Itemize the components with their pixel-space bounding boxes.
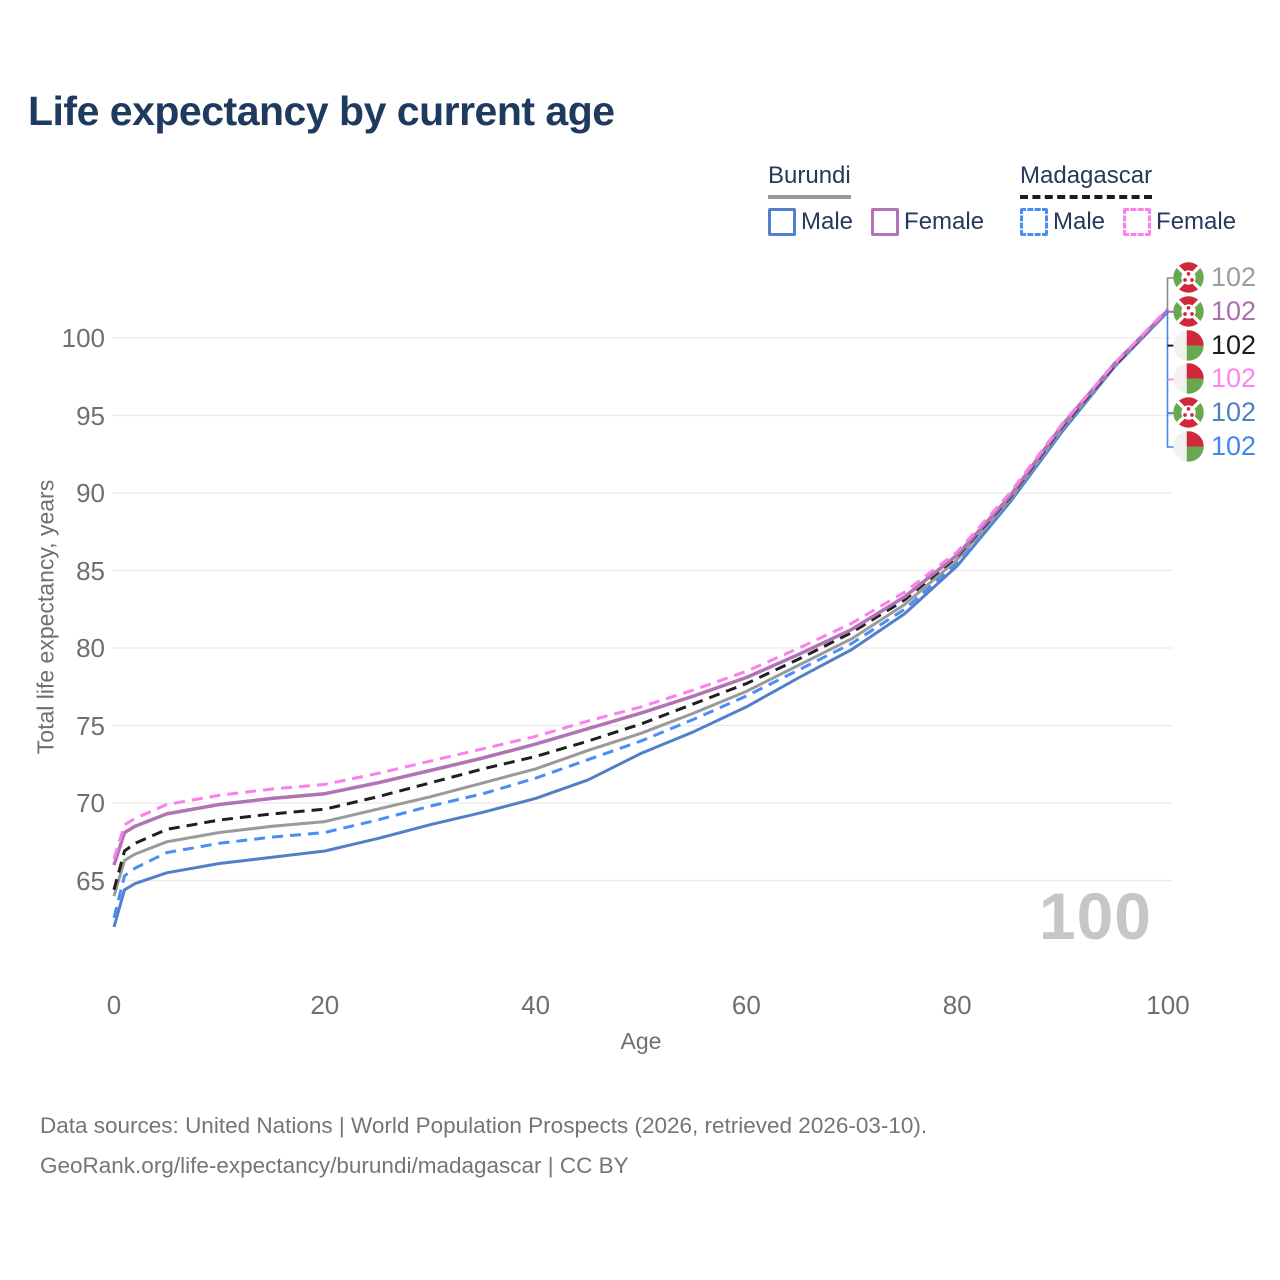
age-watermark: 100 [1038,879,1152,953]
y-tick-80: 80 [76,633,105,663]
series-line-burundi-female[interactable] [112,308,1170,866]
footer-sources: Data sources: United Nations | World Pop… [40,1113,928,1138]
x-tick-100: 100 [1146,990,1190,1020]
series-line-madagascar-male[interactable] [112,310,1170,919]
legend-swatch-solid-female [871,208,900,236]
series-line-burundi-male[interactable] [112,310,1170,928]
end-label-value: 102 [1211,397,1257,428]
legend-group-madagascar: Madagascar Male Female [1020,162,1236,236]
legend-swatch-dashed-male [1020,208,1048,236]
series-line-madagascar-female[interactable] [112,307,1170,860]
x-axis-title: Age [620,1028,662,1054]
legend-label: Male [1053,208,1106,235]
madagascar-flag-icon [1173,363,1204,395]
legend-item-burundi-female[interactable]: Female [871,208,984,236]
end-label-value: 102 [1211,295,1257,326]
end-label-burundi-1: 102 [1173,296,1256,327]
legend-item-burundi-male[interactable]: Male [768,208,853,236]
footer-attribution: GeoRank.org/life-expectancy/burundi/mada… [40,1153,629,1178]
end-label-madagascar-2: 102 [1173,330,1256,361]
end-label-burundi-4: 102 [1173,397,1256,428]
end-label-value: 102 [1211,363,1257,394]
y-axis-title: Total life expectancy, years [32,479,59,755]
footer: Data sources: United Nations | World Pop… [40,1106,927,1186]
y-tick-70: 70 [76,788,105,818]
y-tick-95: 95 [76,400,105,431]
series-line-burundi-both[interactable] [112,309,1170,897]
y-tick-90: 90 [76,478,105,508]
end-label-value: 102 [1211,431,1257,461]
legend-swatch-dashed-female [1123,208,1152,236]
legend-label: Male [801,208,854,235]
end-label-leader [1166,310,1176,448]
madagascar-flag-icon [1173,431,1204,462]
legend-label: Female [904,208,985,235]
burundi-flag-icon [1173,397,1204,428]
x-tick-40: 40 [521,990,551,1020]
legend-country-burundi[interactable]: Burundi [768,162,851,199]
end-label-leader [1166,277,1176,311]
y-tick-65: 65 [76,865,105,896]
legend-label: Female [1156,208,1237,235]
end-label-value: 102 [1211,329,1257,360]
legend-group-burundi: Burundi Male Female [768,162,984,236]
madagascar-flag-icon [1173,329,1204,361]
x-tick-80: 80 [942,990,972,1020]
y-tick-85: 85 [76,555,105,586]
x-tick-0: 0 [106,990,122,1020]
y-tick-100: 100 [61,323,105,353]
end-label-madagascar-5: 102 [1173,431,1256,462]
x-tick-60: 60 [731,990,761,1020]
legend-swatch-solid-male [768,208,796,236]
chart-title: Life expectancy by current age [28,88,615,134]
legend-item-madagascar-male[interactable]: Male [1020,208,1105,236]
y-tick-75: 75 [76,710,105,741]
legend-country-madagascar[interactable]: Madagascar [1020,162,1153,199]
burundi-flag-icon [1173,296,1204,327]
end-label-madagascar-3: 102 [1173,363,1257,395]
burundi-flag-icon [1173,262,1204,293]
legend-item-madagascar-female[interactable]: Female [1123,208,1236,236]
legend-items-row: Male Female [1020,208,1236,236]
end-label-value: 102 [1211,262,1257,292]
legend-items-row: Male Female [768,208,984,236]
x-tick-20: 20 [310,990,340,1020]
end-label-burundi-0: 102 [1173,262,1256,293]
